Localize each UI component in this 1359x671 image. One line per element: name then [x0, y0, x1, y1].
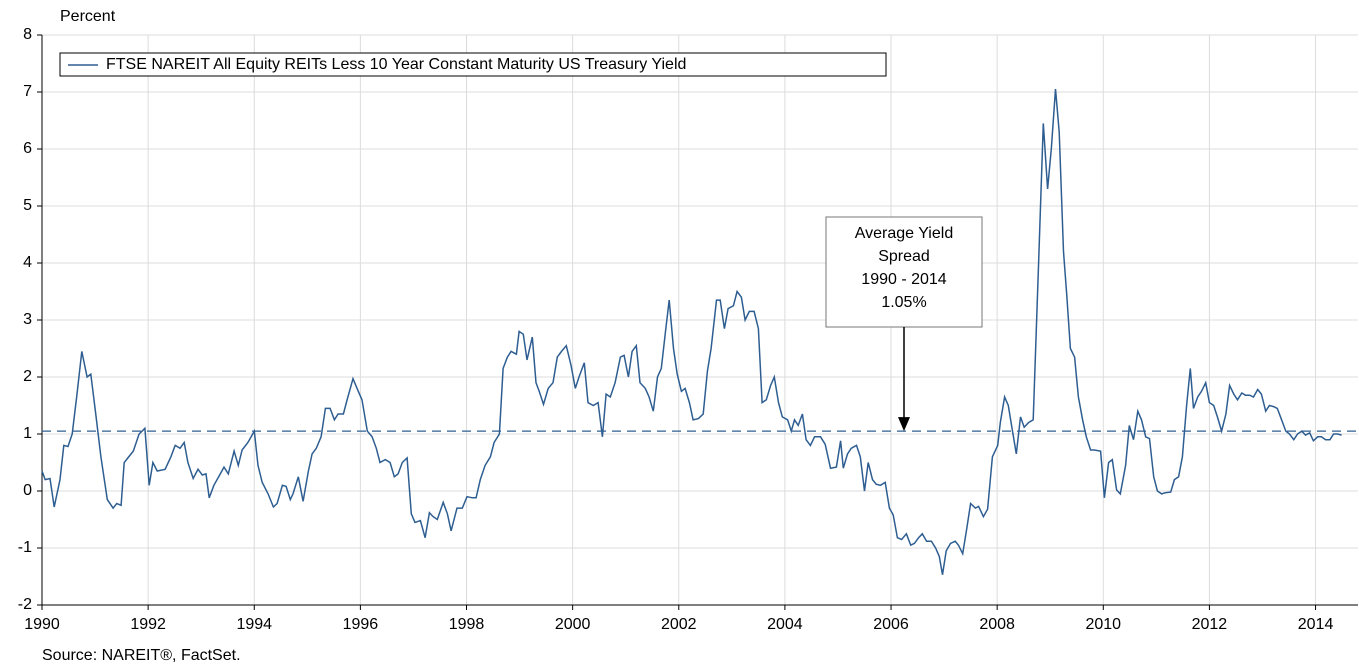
- y-tick-label: 1: [23, 425, 32, 442]
- y-tick-label: 0: [23, 482, 32, 499]
- y-tick-label: 3: [23, 311, 32, 328]
- source-note: Source: NAREIT®, FactSet.: [42, 647, 241, 664]
- x-tick-label: 2008: [979, 616, 1015, 633]
- x-tick-label: 1996: [343, 616, 379, 633]
- y-tick-label: 5: [23, 197, 32, 214]
- x-tick-label: 1998: [449, 616, 485, 633]
- y-tick-label: -1: [18, 539, 32, 556]
- x-tick-label: 2002: [661, 616, 697, 633]
- annotation-text: Spread: [878, 248, 930, 265]
- x-tick-label: 1990: [24, 616, 60, 633]
- x-tick-label: 2010: [1085, 616, 1121, 633]
- x-tick-label: 2000: [555, 616, 591, 633]
- y-tick-label: 2: [23, 368, 32, 385]
- annotation-arrowhead: [898, 417, 910, 432]
- x-tick-label: 1994: [236, 616, 272, 633]
- x-tick-label: 2006: [873, 616, 909, 633]
- y-tick-label: -2: [18, 596, 32, 613]
- annotation-text: 1990 - 2014: [861, 271, 947, 288]
- data-line: [41, 89, 1342, 575]
- x-tick-label: 2014: [1298, 616, 1334, 633]
- y-tick-label: 7: [23, 83, 32, 100]
- x-tick-label: 2004: [767, 616, 803, 633]
- legend-label: FTSE NAREIT All Equity REITs Less 10 Yea…: [106, 56, 686, 73]
- y-tick-label: 4: [23, 254, 32, 271]
- x-tick-label: 1992: [130, 616, 166, 633]
- y-tick-label: 8: [23, 26, 32, 43]
- annotation-value: 1.05%: [881, 294, 926, 311]
- annotation-box: [825, 216, 983, 328]
- y-axis-label: Percent: [60, 8, 116, 25]
- y-tick-label: 6: [23, 140, 32, 157]
- annotation-text: Average Yield: [855, 225, 953, 242]
- x-tick-label: 2012: [1192, 616, 1228, 633]
- legend-box: [59, 52, 887, 77]
